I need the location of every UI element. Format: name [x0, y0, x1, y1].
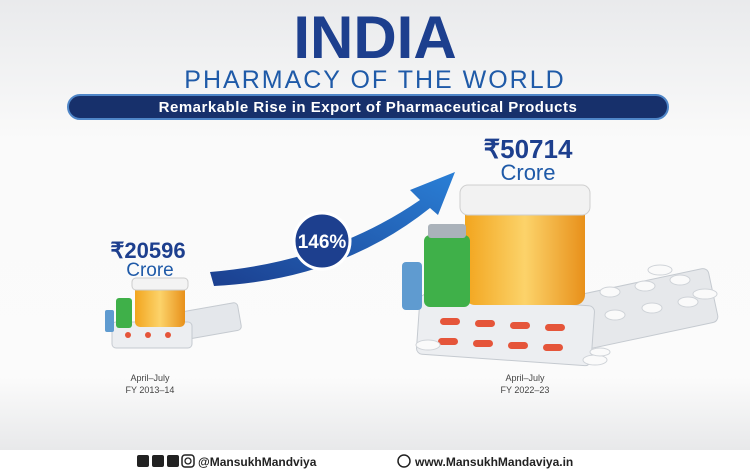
footer-website: www.MansukhMandaviya.in	[414, 455, 573, 469]
subtitle: PHARMACY OF THE WORLD	[184, 66, 565, 94]
social-icons	[137, 454, 195, 468]
left-unit: Crore	[126, 260, 174, 281]
left-period: April–July	[130, 373, 170, 383]
right-medicine-illustration	[402, 184, 719, 367]
left-medicine-illustration	[105, 277, 242, 349]
right-amount: ₹50714	[484, 134, 573, 164]
growth-text: 146%	[298, 232, 347, 253]
growth-arrow	[210, 172, 455, 286]
right-period: April–July	[505, 373, 545, 383]
growth-badge	[292, 211, 352, 271]
banner-text: Remarkable Rise in Export of Pharmaceuti…	[159, 99, 578, 116]
footer	[0, 450, 750, 472]
right-year: FY 2022–23	[501, 385, 550, 395]
web-icon	[397, 454, 411, 468]
banner	[67, 94, 669, 120]
title: INDIA	[293, 4, 456, 71]
left-amount: ₹20596	[110, 238, 185, 263]
left-year: FY 2013–14	[126, 385, 175, 395]
right-unit: Crore	[500, 160, 555, 185]
footer-handle: @MansukhMandviya	[198, 455, 317, 469]
